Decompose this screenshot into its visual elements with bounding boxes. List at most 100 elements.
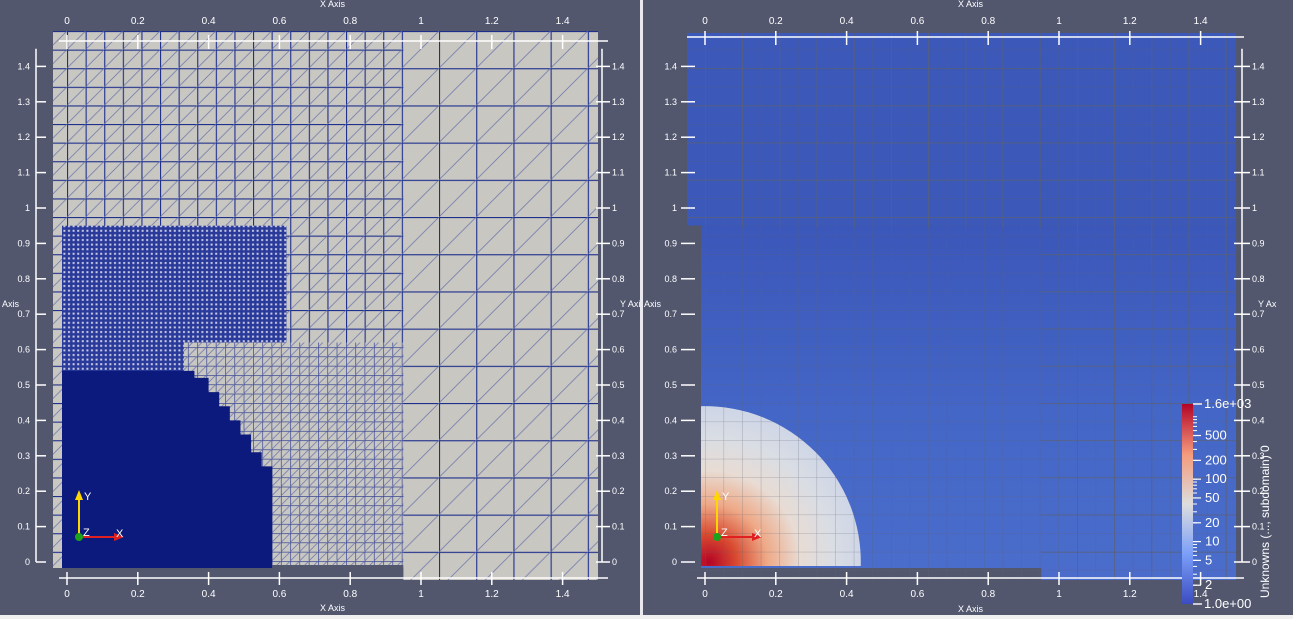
y-tick-label-left: 0.6: [664, 345, 677, 355]
x-tick-label-top: 0.4: [202, 16, 216, 27]
colorbar-tick-label: 20: [1205, 515, 1219, 530]
y-tick-label-left: 0.9: [17, 238, 30, 248]
y-tick-label-left: 1.4: [17, 61, 30, 71]
mesh-region-refined: [62, 370, 273, 568]
y-tick-label-right: 0.3: [612, 451, 625, 461]
orientation-triad: Y X Z: [713, 490, 762, 541]
y-tick-label-right: 1.1: [612, 168, 625, 178]
y-tick-label-left: 0.3: [664, 451, 677, 461]
x-tick-label-bottom: 0.2: [131, 589, 145, 600]
y-tick-label-right: 0.7: [612, 309, 625, 319]
y-tick-label-right: 0.2: [612, 486, 625, 496]
x-tick-label-top: 0.8: [343, 16, 357, 27]
y-tick-label-right: 1.4: [612, 61, 625, 71]
y-axis-title-left: Axis: [644, 299, 662, 309]
x-tick-label-top: 0.4: [840, 16, 854, 27]
x-tick-label-top: 0.2: [131, 16, 145, 27]
x-tick-label-bottom: 1.4: [556, 589, 570, 600]
triad-y-arrow: [713, 490, 721, 500]
y-tick-label-right: 0.9: [612, 238, 625, 248]
y-tick-label-right: 1.2: [612, 132, 625, 142]
y-tick-label-left: 1: [25, 203, 30, 213]
x-tick-label-bottom: 0.6: [272, 589, 286, 600]
y-tick-label-left: 0.8: [17, 274, 30, 284]
y-tick-label-left: 0.7: [17, 309, 30, 319]
x-tick-label-top: 1.2: [1123, 16, 1137, 27]
colorbar-tick-label: 100: [1205, 471, 1227, 486]
y-tick-label-left: 0.4: [17, 415, 30, 425]
y-tick-label-right: 1.2: [1252, 132, 1265, 142]
x-tick-label-top: 0.6: [910, 16, 924, 27]
triad-z-dot: [713, 533, 721, 541]
y-tick-label-right: 0.7: [1252, 309, 1265, 319]
y-tick-label-left: 0: [25, 557, 30, 567]
left-render-view[interactable]: 0 0 0.2 0.2 0.4 0.4 0.6 0.6 0.8 0.8 1 1 1.2 1.2 1.4 1.4…: [0, 0, 640, 615]
y-tick-label-left: 1.1: [17, 168, 30, 178]
triad-y-label: Y: [722, 491, 730, 503]
y-tick-label-left: 1: [672, 203, 677, 213]
y-tick-label-right: 0.4: [612, 415, 625, 425]
y-tick-label-left: 0.1: [664, 522, 677, 532]
y-tick-label-right: 1.4: [1252, 61, 1265, 71]
y-tick-label-left: 0: [672, 557, 677, 567]
y-tick-label-right: 0: [612, 557, 617, 567]
mesh-gap: [272, 565, 404, 579]
y-tick-label-left: 1.4: [664, 61, 677, 71]
y-tick-label-right: 0.8: [612, 274, 625, 284]
x-tick-label-top: 0.2: [769, 16, 783, 27]
y-axis-title-left: Axis: [2, 299, 20, 309]
y-tick-label-right: 0.5: [1252, 380, 1265, 390]
y-axis-title-right: Y Ax: [1258, 299, 1277, 309]
right-render-view[interactable]: 0 0 0.2 0.2 0.4 0.4 0.6 0.6 0.8 0.8 1 1 1.2 1.2 1.4 1.4…: [643, 0, 1293, 615]
y-tick-label-left: 0.7: [664, 309, 677, 319]
x-tick-label-bottom: 0.6: [910, 589, 924, 600]
colorbar-tick-label: 50: [1205, 490, 1219, 505]
y-tick-label-left: 0.5: [664, 380, 677, 390]
y-tick-label-left: 0.2: [664, 486, 677, 496]
x-tick-label-top: 1.4: [1194, 16, 1208, 27]
y-tick-label-left: 0.2: [17, 486, 30, 496]
triad-x-label: X: [754, 528, 762, 540]
x-tick-label-top: 1.4: [556, 16, 570, 27]
triad-y-arrow: [75, 490, 83, 500]
triad-x-arrow: [114, 533, 124, 541]
colorbar: 1.6e+03 1.0e+00 500 200 100 50 20 10 5 2 Unknowns …: [1182, 396, 1272, 611]
right-field: [687, 33, 1236, 580]
y-tick-label-right: 0.5: [612, 380, 625, 390]
y-tick-label-right: 0.6: [1252, 345, 1265, 355]
x-tick-label-bottom: 0.8: [343, 589, 357, 600]
mesh-overlay-coarse-right: [1041, 225, 1236, 580]
colorbar-min-label: 1.0e+00: [1204, 596, 1251, 611]
colorbar-tick-label: 500: [1205, 428, 1227, 443]
y-tick-label-left: 0.1: [17, 522, 30, 532]
y-tick-label-right: 1.3: [1252, 97, 1265, 107]
x-tick-label-top: 0: [702, 16, 708, 27]
triad-z-label: Z: [721, 527, 728, 539]
y-tick-label-right: 1: [1252, 203, 1257, 213]
y-tick-label-right: 1.1: [1252, 168, 1265, 178]
colorbar-tick-label: 200: [1205, 452, 1227, 467]
x-tick-label-top: 1: [1056, 16, 1062, 27]
x-tick-label-top: 0: [64, 16, 70, 27]
orientation-triad: Y X Z: [75, 490, 124, 541]
view-splitter[interactable]: [640, 0, 643, 619]
y-tick-label-left: 0.4: [664, 415, 677, 425]
y-tick-label-right: 0.3: [1252, 451, 1265, 461]
colorbar-title: Unknowns (..., subdomain) 0: [1258, 445, 1272, 598]
y-axis-title-right: Y Axis: [620, 299, 640, 309]
triad-x-label: X: [116, 528, 124, 540]
y-tick-label-left: 0.8: [664, 274, 677, 284]
x-tick-label-top: 1.2: [485, 16, 499, 27]
x-tick-label-bottom: 0: [702, 589, 708, 600]
left-axes: [35, 35, 610, 585]
y-tick-label-right: 0.4: [1252, 415, 1265, 425]
x-tick-label-bottom: 1: [1056, 589, 1062, 600]
x-tick-label-bottom: 0.2: [769, 589, 783, 600]
y-tick-label-right: 0.1: [612, 522, 625, 532]
x-axis-title-bottom: X Axis: [320, 603, 346, 613]
x-tick-label-bottom: 1.2: [485, 589, 499, 600]
x-tick-label-bottom: 1.4: [1194, 589, 1208, 600]
right-field-plot: 0 0 0.2 0.2 0.4 0.4 0.6 0.6 0.8 0.8 1 1 1.2 1.2 1.4 1.4…: [644, 0, 1277, 614]
x-tick-label-bottom: 0: [64, 589, 70, 600]
